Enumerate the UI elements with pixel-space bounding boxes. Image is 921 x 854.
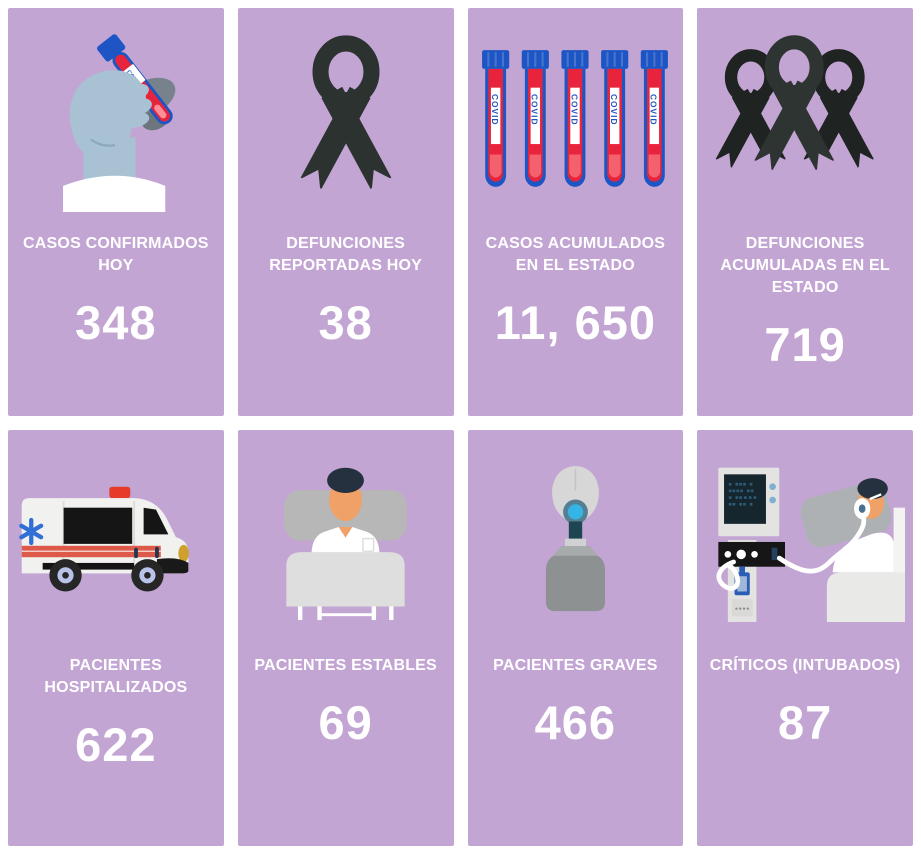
- stat-card-pacientes-hospitalizados: PACIENTES HOSPITALIZADOS 622: [8, 430, 224, 846]
- covid-test-hand-icon: COVID: [62, 34, 176, 212]
- ventilator-patient-icon: [716, 467, 906, 622]
- stat-label: CASOS CONFIRMADOS HOY: [23, 235, 209, 275]
- ambulance-icon: [19, 486, 189, 591]
- stat-label: CRÍTICOS (INTUBADOS): [709, 657, 901, 674]
- stat-label: PACIENTES ESTABLES: [254, 657, 437, 674]
- oxygen-tank-icon: [545, 466, 605, 612]
- stat-value: 69: [318, 696, 373, 750]
- tube-label-text: COVID: [570, 94, 580, 126]
- stat-value: 719: [764, 318, 846, 372]
- stat-card-casos-confirmados-hoy: COVID CASOS CONFIRMADOS HOY 348: [8, 8, 224, 416]
- stat-value: 38: [318, 296, 373, 350]
- stat-card-defunciones-acumuladas: DEFUNCIONES ACUMULADAS EN EL ESTADO 719: [697, 8, 913, 416]
- stat-value: 466: [534, 696, 617, 750]
- stat-card-defunciones-reportadas-hoy: DEFUNCIONES REPORTADAS HOY 38: [237, 8, 454, 416]
- tube-label-text: COVID: [649, 94, 659, 126]
- stat-card-pacientes-estables: PACIENTES ESTABLES 69: [237, 430, 454, 846]
- stat-value: 622: [75, 718, 157, 772]
- mourning-ribbons-icon: [710, 34, 900, 204]
- tube-label-text: COVID: [609, 94, 619, 126]
- front-wheel: [131, 558, 164, 591]
- stat-label: PACIENTES GRAVES: [493, 657, 658, 674]
- breathing-tubes: [716, 512, 867, 591]
- stat-value: 348: [75, 296, 157, 350]
- stat-label: DEFUNCIONES REPORTADAS HOY: [269, 235, 422, 275]
- star-of-life-icon: [19, 517, 44, 545]
- stat-value: 87: [777, 696, 833, 750]
- stat-label: CASOS ACUMULADOS EN EL ESTADO: [485, 235, 666, 275]
- stat-label: PACIENTES HOSPITALIZADOS: [44, 657, 188, 697]
- stat-card-casos-acumulados: COVID COVID: [467, 8, 684, 416]
- tube-label-text: COVID: [530, 94, 540, 126]
- screen-pixels: [728, 482, 757, 506]
- rear-wheel: [49, 558, 82, 591]
- stat-value: 11, 650: [494, 296, 656, 350]
- patient-bed-icon: [284, 467, 407, 621]
- covid-test-tubes-icon: COVID COVID: [482, 50, 669, 187]
- mourning-ribbon-icon: [275, 34, 417, 204]
- stat-label: DEFUNCIONES ACUMULADAS EN EL ESTADO: [720, 235, 890, 297]
- stat-card-pacientes-graves: PACIENTES GRAVES 466: [467, 430, 684, 846]
- stat-card-criticos-intubados: CRÍTICOS (INTUBADOS) 87: [697, 430, 913, 846]
- tube-label-text: COVID: [490, 94, 500, 126]
